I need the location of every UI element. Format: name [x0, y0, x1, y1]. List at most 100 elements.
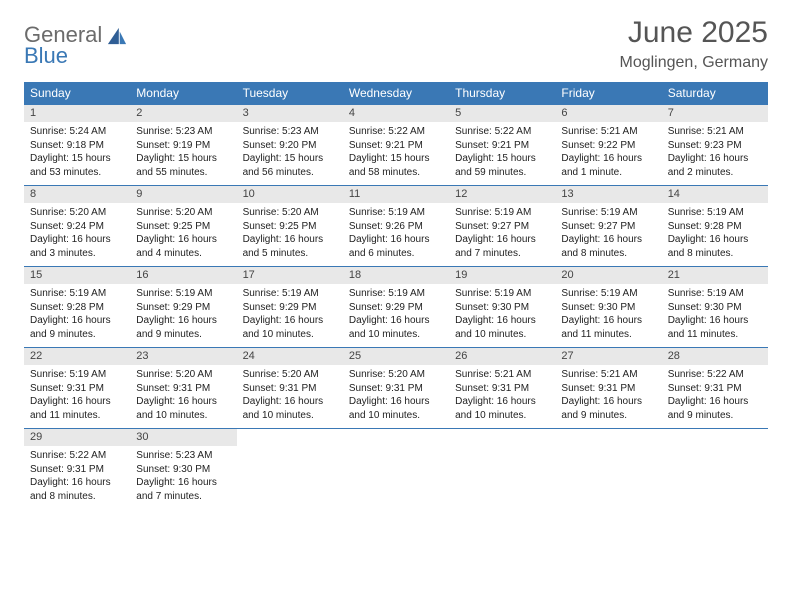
weekday-friday: Friday — [555, 82, 661, 105]
daylight-line2: and 2 minutes. — [668, 166, 762, 180]
day-body: Sunrise: 5:23 AMSunset: 9:30 PMDaylight:… — [130, 446, 236, 503]
week-row: 15Sunrise: 5:19 AMSunset: 9:28 PMDayligh… — [24, 267, 768, 348]
sunrise: Sunrise: 5:22 AM — [455, 125, 549, 139]
logo: General Blue — [24, 16, 128, 67]
sunrise: Sunrise: 5:19 AM — [30, 287, 124, 301]
sunset: Sunset: 9:31 PM — [30, 382, 124, 396]
daylight-line1: Daylight: 16 hours — [561, 152, 655, 166]
daynum-bar: 15 — [24, 267, 130, 284]
weekday-sunday: Sunday — [24, 82, 130, 105]
day-cell — [449, 429, 555, 509]
daynum-bar: 25 — [343, 348, 449, 365]
daylight-line1: Daylight: 16 hours — [136, 476, 230, 490]
sunrise: Sunrise: 5:20 AM — [243, 368, 337, 382]
daynum-bar: 7 — [662, 105, 768, 122]
day-cell — [662, 429, 768, 509]
day-number: 20 — [561, 269, 655, 281]
day-number: 26 — [455, 350, 549, 362]
title-block: June 2025 Moglingen, Germany — [619, 16, 768, 72]
day-cell — [237, 429, 343, 509]
day-cell: 3Sunrise: 5:23 AMSunset: 9:20 PMDaylight… — [237, 105, 343, 185]
day-number: 17 — [243, 269, 337, 281]
day-body: Sunrise: 5:22 AMSunset: 9:31 PMDaylight:… — [662, 365, 768, 422]
logo-sail-icon — [106, 26, 128, 46]
daylight-line1: Daylight: 16 hours — [136, 233, 230, 247]
sunrise: Sunrise: 5:23 AM — [136, 125, 230, 139]
daylight-line2: and 10 minutes. — [243, 409, 337, 423]
daylight-line2: and 10 minutes. — [455, 409, 549, 423]
day-number: 9 — [136, 188, 230, 200]
daylight-line2: and 59 minutes. — [455, 166, 549, 180]
daylight-line2: and 10 minutes. — [349, 409, 443, 423]
daynum-bar: 30 — [130, 429, 236, 446]
day-body: Sunrise: 5:19 AMSunset: 9:27 PMDaylight:… — [449, 203, 555, 260]
sunset: Sunset: 9:29 PM — [136, 301, 230, 315]
day-cell: 1Sunrise: 5:24 AMSunset: 9:18 PMDaylight… — [24, 105, 130, 185]
day-body: Sunrise: 5:23 AMSunset: 9:20 PMDaylight:… — [237, 122, 343, 179]
daylight-line2: and 4 minutes. — [136, 247, 230, 261]
daynum-bar: 12 — [449, 186, 555, 203]
daylight-line2: and 9 minutes. — [30, 328, 124, 342]
header: General Blue June 2025 Moglingen, German… — [24, 16, 768, 72]
daynum-bar: 16 — [130, 267, 236, 284]
weekday-header-row: Sunday Monday Tuesday Wednesday Thursday… — [24, 82, 768, 105]
day-number: 28 — [668, 350, 762, 362]
day-cell: 12Sunrise: 5:19 AMSunset: 9:27 PMDayligh… — [449, 186, 555, 266]
daylight-line1: Daylight: 15 hours — [136, 152, 230, 166]
day-cell: 29Sunrise: 5:22 AMSunset: 9:31 PMDayligh… — [24, 429, 130, 509]
sunset: Sunset: 9:25 PM — [243, 220, 337, 234]
day-cell: 23Sunrise: 5:20 AMSunset: 9:31 PMDayligh… — [130, 348, 236, 428]
daylight-line1: Daylight: 16 hours — [349, 314, 443, 328]
daylight-line1: Daylight: 16 hours — [243, 395, 337, 409]
day-body: Sunrise: 5:19 AMSunset: 9:29 PMDaylight:… — [237, 284, 343, 341]
day-cell: 21Sunrise: 5:19 AMSunset: 9:30 PMDayligh… — [662, 267, 768, 347]
sunset: Sunset: 9:18 PM — [30, 139, 124, 153]
day-body: Sunrise: 5:19 AMSunset: 9:29 PMDaylight:… — [343, 284, 449, 341]
sunrise: Sunrise: 5:19 AM — [30, 368, 124, 382]
day-number: 16 — [136, 269, 230, 281]
day-body: Sunrise: 5:20 AMSunset: 9:31 PMDaylight:… — [130, 365, 236, 422]
day-body: Sunrise: 5:20 AMSunset: 9:31 PMDaylight:… — [343, 365, 449, 422]
sunrise: Sunrise: 5:22 AM — [30, 449, 124, 463]
sunset: Sunset: 9:23 PM — [668, 139, 762, 153]
daynum-bar: 19 — [449, 267, 555, 284]
sunrise: Sunrise: 5:20 AM — [136, 368, 230, 382]
sunset: Sunset: 9:19 PM — [136, 139, 230, 153]
sunrise: Sunrise: 5:19 AM — [136, 287, 230, 301]
sunrise: Sunrise: 5:20 AM — [243, 206, 337, 220]
daylight-line1: Daylight: 16 hours — [455, 233, 549, 247]
daynum-bar: 3 — [237, 105, 343, 122]
weekday-wednesday: Wednesday — [343, 82, 449, 105]
day-body: Sunrise: 5:21 AMSunset: 9:22 PMDaylight:… — [555, 122, 661, 179]
sunset: Sunset: 9:31 PM — [668, 382, 762, 396]
daynum-bar: 27 — [555, 348, 661, 365]
sunset: Sunset: 9:27 PM — [561, 220, 655, 234]
day-body: Sunrise: 5:20 AMSunset: 9:31 PMDaylight:… — [237, 365, 343, 422]
daynum-bar: 20 — [555, 267, 661, 284]
calendar: Sunday Monday Tuesday Wednesday Thursday… — [24, 82, 768, 509]
sunrise: Sunrise: 5:21 AM — [455, 368, 549, 382]
daylight-line1: Daylight: 15 hours — [349, 152, 443, 166]
day-cell: 30Sunrise: 5:23 AMSunset: 9:30 PMDayligh… — [130, 429, 236, 509]
sunset: Sunset: 9:22 PM — [561, 139, 655, 153]
daylight-line2: and 9 minutes. — [561, 409, 655, 423]
sunset: Sunset: 9:31 PM — [136, 382, 230, 396]
sunset: Sunset: 9:29 PM — [243, 301, 337, 315]
sunset: Sunset: 9:28 PM — [668, 220, 762, 234]
daylight-line2: and 6 minutes. — [349, 247, 443, 261]
day-cell: 4Sunrise: 5:22 AMSunset: 9:21 PMDaylight… — [343, 105, 449, 185]
day-cell: 15Sunrise: 5:19 AMSunset: 9:28 PMDayligh… — [24, 267, 130, 347]
sunset: Sunset: 9:31 PM — [561, 382, 655, 396]
day-body: Sunrise: 5:19 AMSunset: 9:30 PMDaylight:… — [449, 284, 555, 341]
sunrise: Sunrise: 5:19 AM — [561, 206, 655, 220]
daylight-line2: and 9 minutes. — [136, 328, 230, 342]
day-number: 24 — [243, 350, 337, 362]
day-body: Sunrise: 5:24 AMSunset: 9:18 PMDaylight:… — [24, 122, 130, 179]
sunrise: Sunrise: 5:22 AM — [349, 125, 443, 139]
day-cell: 18Sunrise: 5:19 AMSunset: 9:29 PMDayligh… — [343, 267, 449, 347]
daylight-line2: and 5 minutes. — [243, 247, 337, 261]
day-cell — [555, 429, 661, 509]
day-cell: 5Sunrise: 5:22 AMSunset: 9:21 PMDaylight… — [449, 105, 555, 185]
sunset: Sunset: 9:30 PM — [136, 463, 230, 477]
daynum-bar: 14 — [662, 186, 768, 203]
